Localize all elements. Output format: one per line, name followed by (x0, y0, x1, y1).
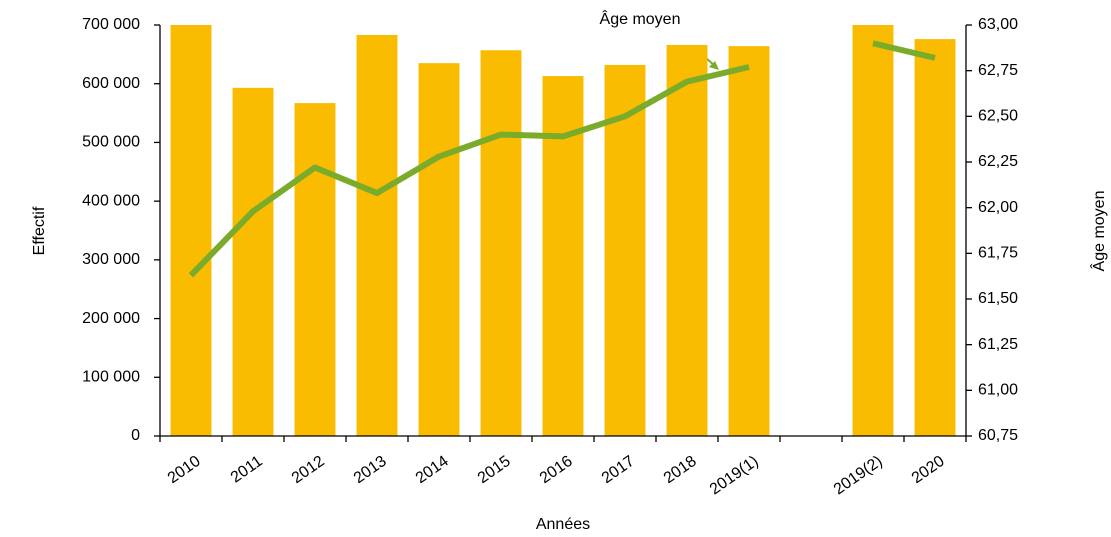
y2-tick-label: 63,00 (978, 16, 1018, 33)
y2-tick-label: 62,75 (978, 62, 1018, 79)
y2-tick-label: 61,00 (978, 382, 1018, 399)
x-tick-label: 2011 (228, 453, 266, 487)
bar (418, 63, 460, 437)
y-tick-label: 600 000 (82, 75, 140, 92)
y-tick-label: 500 000 (82, 134, 140, 151)
x-axis-label: Années (536, 516, 590, 533)
x-tick-label: 2017 (599, 453, 638, 487)
x-tick-label: 2018 (661, 453, 700, 487)
x-tick-label: 2020 (909, 453, 948, 487)
y2-tick-label: 62,50 (978, 108, 1018, 125)
x-tick-label: 2019(2) (831, 453, 886, 499)
annotation: Âge moyen (600, 9, 681, 28)
y2-tick-label: 62,25 (978, 153, 1018, 170)
x-tick-label: 2019(1) (707, 453, 762, 499)
y2-tick-label: 61,25 (978, 336, 1018, 353)
bar (666, 44, 708, 436)
line (188, 40, 936, 278)
bar (852, 25, 894, 436)
bar (728, 46, 770, 436)
y-tick-label: 300 000 (82, 251, 140, 268)
x-tick-label: 2015 (475, 453, 514, 487)
y-tick-label: 200 000 (82, 310, 140, 327)
x-tick-label: 2016 (537, 453, 576, 487)
annotation-arrowhead (709, 61, 719, 70)
bar (480, 50, 522, 437)
y2-tick-label: 60,75 (978, 427, 1018, 444)
bar (232, 87, 274, 437)
x-tick-label: 2012 (289, 453, 328, 487)
bar (914, 39, 956, 436)
y-tick-label: 400 000 (82, 192, 140, 209)
y-tick-label: 100 000 (82, 369, 140, 386)
y-tick-label: 700 000 (82, 16, 140, 33)
x-tick-label: 2014 (413, 453, 452, 487)
y-tick-label: 0 (131, 427, 140, 444)
x-tick-label: 2010 (165, 453, 204, 487)
bar (170, 25, 212, 436)
y2-axis-label: Âge moyen (1089, 191, 1108, 272)
bar (604, 64, 646, 436)
bar (294, 103, 336, 436)
y2-tick-label: 61,50 (978, 290, 1018, 307)
y2-tick-label: 61,75 (978, 245, 1018, 262)
y-axis-label: Effectif (31, 206, 48, 255)
y2-tick-label: 62,00 (978, 199, 1018, 216)
bar (356, 34, 398, 436)
x-tick-label: 2013 (351, 453, 390, 487)
